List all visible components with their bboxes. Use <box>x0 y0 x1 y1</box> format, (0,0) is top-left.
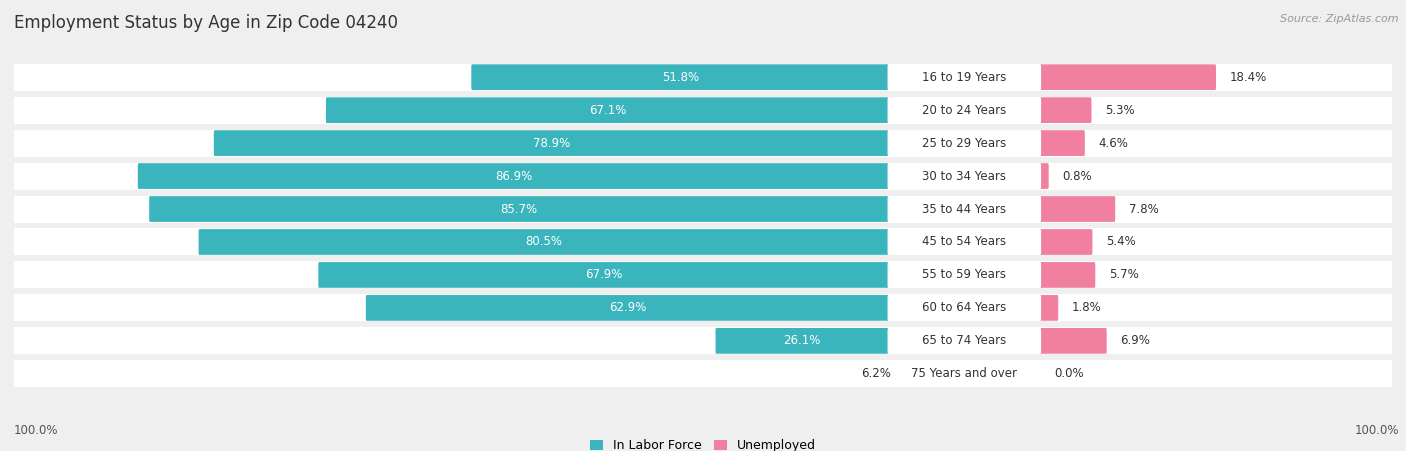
Text: 20 to 24 Years: 20 to 24 Years <box>922 104 1007 117</box>
Text: Source: ZipAtlas.com: Source: ZipAtlas.com <box>1281 14 1399 23</box>
Text: 5.7%: 5.7% <box>1109 268 1139 281</box>
FancyBboxPatch shape <box>14 195 1392 222</box>
Text: 75 Years and over: 75 Years and over <box>911 367 1018 380</box>
FancyBboxPatch shape <box>1039 328 1107 354</box>
FancyBboxPatch shape <box>14 360 1392 387</box>
Text: 100.0%: 100.0% <box>14 424 59 437</box>
FancyBboxPatch shape <box>471 64 889 90</box>
Text: 25 to 29 Years: 25 to 29 Years <box>922 137 1007 150</box>
Text: 60 to 64 Years: 60 to 64 Years <box>922 301 1007 314</box>
Text: 0.0%: 0.0% <box>1054 367 1084 380</box>
FancyBboxPatch shape <box>14 64 1392 91</box>
Text: 6.2%: 6.2% <box>862 367 891 380</box>
Text: 80.5%: 80.5% <box>526 235 562 249</box>
Text: 0.8%: 0.8% <box>1062 170 1092 183</box>
Text: 85.7%: 85.7% <box>501 202 537 216</box>
FancyBboxPatch shape <box>149 196 889 222</box>
Text: 18.4%: 18.4% <box>1229 71 1267 84</box>
FancyBboxPatch shape <box>14 327 1392 354</box>
FancyBboxPatch shape <box>326 97 889 123</box>
Text: 7.8%: 7.8% <box>1129 202 1159 216</box>
FancyBboxPatch shape <box>14 97 1392 124</box>
FancyBboxPatch shape <box>1039 130 1085 156</box>
FancyBboxPatch shape <box>887 262 1040 288</box>
Text: 65 to 74 Years: 65 to 74 Years <box>922 334 1007 347</box>
FancyBboxPatch shape <box>318 262 889 288</box>
FancyBboxPatch shape <box>1039 262 1095 288</box>
FancyBboxPatch shape <box>14 229 1392 255</box>
Text: 78.9%: 78.9% <box>533 137 569 150</box>
FancyBboxPatch shape <box>14 162 1392 189</box>
Text: 4.6%: 4.6% <box>1098 137 1128 150</box>
Legend: In Labor Force, Unemployed: In Labor Force, Unemployed <box>591 439 815 451</box>
FancyBboxPatch shape <box>366 295 889 321</box>
FancyBboxPatch shape <box>214 130 889 156</box>
Text: 86.9%: 86.9% <box>495 170 531 183</box>
FancyBboxPatch shape <box>1039 229 1092 255</box>
Text: 62.9%: 62.9% <box>609 301 647 314</box>
FancyBboxPatch shape <box>1039 163 1049 189</box>
FancyBboxPatch shape <box>887 328 1040 354</box>
FancyBboxPatch shape <box>138 163 889 189</box>
FancyBboxPatch shape <box>716 328 889 354</box>
Text: 1.8%: 1.8% <box>1071 301 1101 314</box>
Text: 6.9%: 6.9% <box>1121 334 1150 347</box>
FancyBboxPatch shape <box>887 229 1040 255</box>
FancyBboxPatch shape <box>887 196 1040 222</box>
FancyBboxPatch shape <box>1039 64 1216 90</box>
FancyBboxPatch shape <box>14 262 1392 289</box>
Text: 5.4%: 5.4% <box>1107 235 1136 249</box>
Text: Employment Status by Age in Zip Code 04240: Employment Status by Age in Zip Code 042… <box>14 14 398 32</box>
Text: 16 to 19 Years: 16 to 19 Years <box>922 71 1007 84</box>
Text: 100.0%: 100.0% <box>1354 424 1399 437</box>
FancyBboxPatch shape <box>14 295 1392 322</box>
FancyBboxPatch shape <box>887 97 1040 123</box>
FancyBboxPatch shape <box>1039 196 1115 222</box>
Text: 67.9%: 67.9% <box>585 268 623 281</box>
Text: 55 to 59 Years: 55 to 59 Years <box>922 268 1007 281</box>
Text: 5.3%: 5.3% <box>1105 104 1135 117</box>
FancyBboxPatch shape <box>887 163 1040 189</box>
Text: 45 to 54 Years: 45 to 54 Years <box>922 235 1007 249</box>
FancyBboxPatch shape <box>1039 295 1059 321</box>
Text: 67.1%: 67.1% <box>589 104 626 117</box>
Text: 26.1%: 26.1% <box>783 334 821 347</box>
FancyBboxPatch shape <box>198 229 889 255</box>
Text: 51.8%: 51.8% <box>662 71 699 84</box>
FancyBboxPatch shape <box>887 295 1040 321</box>
Text: 30 to 34 Years: 30 to 34 Years <box>922 170 1007 183</box>
FancyBboxPatch shape <box>887 361 1040 387</box>
FancyBboxPatch shape <box>887 130 1040 156</box>
FancyBboxPatch shape <box>14 129 1392 156</box>
FancyBboxPatch shape <box>887 64 1040 90</box>
FancyBboxPatch shape <box>1039 97 1091 123</box>
Text: 35 to 44 Years: 35 to 44 Years <box>922 202 1007 216</box>
